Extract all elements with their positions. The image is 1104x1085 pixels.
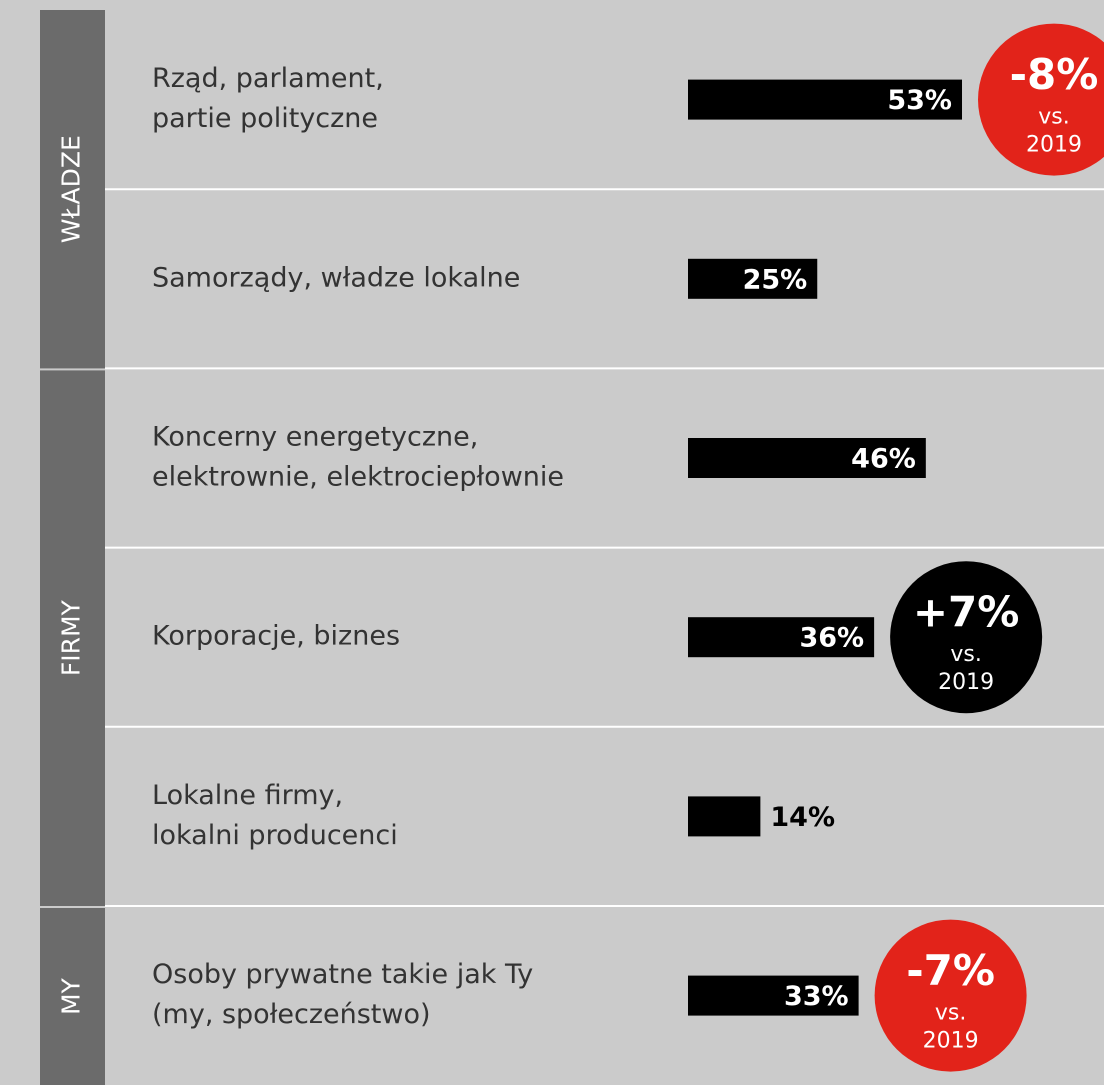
group-sidebar — [40, 370, 105, 906]
value-label: 14% — [770, 802, 835, 833]
badge-compare: 2019 — [923, 1029, 979, 1054]
badge-value: -8% — [1010, 50, 1099, 99]
category-label: lokalni producenci — [152, 820, 398, 851]
badge-compare: vs. — [935, 1001, 966, 1026]
value-label: 53% — [887, 85, 952, 116]
change-badge — [874, 919, 1027, 1072]
category-label: Rząd, parlament, — [152, 63, 384, 94]
change-badge — [890, 561, 1043, 714]
bar — [688, 617, 875, 658]
bar — [688, 79, 963, 120]
value-label: 33% — [784, 981, 849, 1012]
group-sidebar — [40, 10, 105, 369]
bar — [688, 796, 761, 837]
group-label: FIRMY — [57, 599, 86, 676]
badge-value: -7% — [906, 946, 995, 995]
group-label: MY — [57, 977, 86, 1015]
category-label: Lokalne firmy, — [152, 780, 343, 811]
value-label: 25% — [743, 264, 808, 295]
group-label: WŁADZE — [57, 135, 86, 243]
category-label: (my, społeczeństwo) — [152, 999, 431, 1030]
value-label: 36% — [799, 623, 864, 654]
category-label: Koncerny energetyczne, — [152, 422, 478, 453]
category-label: elektrownie, elektrociepłownie — [152, 462, 564, 493]
badge-compare: 2019 — [1026, 133, 1082, 158]
bar — [688, 975, 859, 1016]
change-badge — [978, 23, 1104, 176]
category-label: Osoby prywatne takie jak Ty — [152, 959, 533, 990]
category-label: Samorządy, władze lokalne — [152, 262, 520, 293]
value-label: 46% — [851, 444, 916, 475]
badge-compare: vs. — [950, 642, 981, 667]
bar — [688, 438, 926, 478]
badge-compare: vs. — [1038, 105, 1069, 130]
badge-compare: 2019 — [938, 670, 994, 695]
badge-value: +7% — [913, 588, 1020, 637]
group-sidebar — [40, 908, 105, 1085]
category-label: Korporacje, biznes — [152, 621, 400, 652]
bar — [688, 258, 818, 299]
category-label: partie polityczne — [152, 103, 378, 134]
